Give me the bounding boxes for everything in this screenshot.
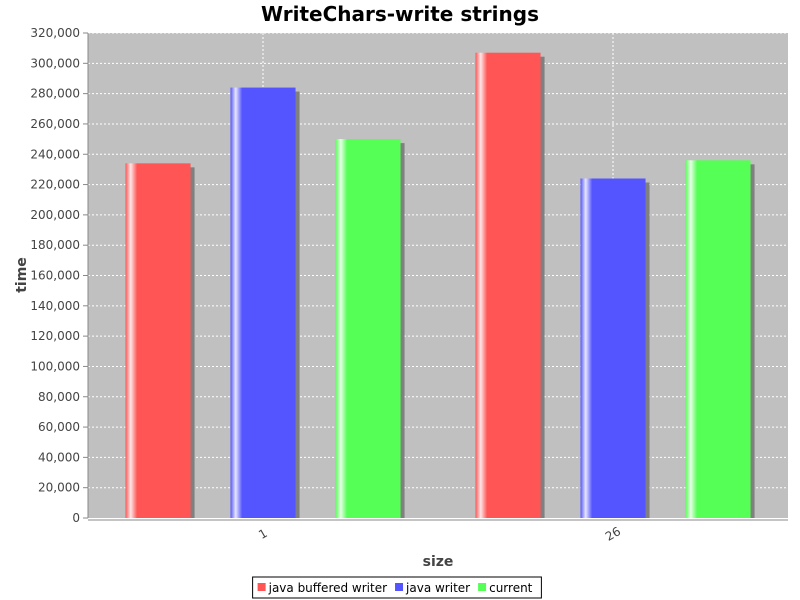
legend-swatch — [257, 583, 266, 591]
y-tick-label: 80,000 — [38, 390, 80, 404]
y-tick-label: 20,000 — [38, 481, 80, 495]
legend-swatch — [478, 583, 487, 591]
y-tick-label: 140,000 — [30, 299, 80, 313]
bar-java-buffered-writer-1 — [125, 163, 191, 518]
y-tick-label: 200,000 — [30, 208, 80, 222]
y-axis-label: time — [14, 257, 30, 293]
bars — [125, 52, 751, 518]
y-tick-label: 60,000 — [38, 420, 80, 434]
y-tick-label: 0 — [72, 511, 80, 525]
x-tick-label: 26 — [603, 524, 623, 544]
x-axis: 1 26 — [88, 519, 788, 544]
legend-label: java writer — [405, 581, 470, 595]
y-tick-label: 260,000 — [30, 117, 80, 131]
y-tick-label: 240,000 — [30, 147, 80, 161]
y-tick-label: 120,000 — [30, 329, 80, 343]
legend-label: java buffered writer — [268, 581, 387, 595]
y-tick-label: 220,000 — [30, 178, 80, 192]
bar-current-1 — [335, 139, 401, 518]
legend: java buffered writer java writer current — [252, 576, 542, 599]
y-tick-label: 100,000 — [30, 359, 80, 373]
y-axis: 0 20,000 40,000 60,000 80,000 100,000 120,000 1… — [30, 26, 89, 525]
bar-java-writer-26 — [580, 178, 646, 518]
legend-swatch — [395, 583, 404, 591]
y-tick-label: 40,000 — [38, 450, 80, 464]
chart-title: WriteChars-write strings — [261, 2, 539, 26]
y-tick-label: 180,000 — [30, 238, 80, 252]
y-tick-label: 160,000 — [30, 269, 80, 283]
bar-current-26 — [685, 160, 751, 518]
x-axis-label: size — [423, 554, 454, 570]
y-tick-label: 320,000 — [30, 26, 80, 40]
x-tick-label: 1 — [256, 526, 270, 542]
y-tick-label: 300,000 — [30, 56, 80, 70]
y-tick-label: 280,000 — [30, 87, 80, 101]
bar-java-buffered-writer-26 — [475, 52, 541, 518]
bar-java-writer-1 — [230, 87, 296, 518]
legend-label: current — [489, 581, 533, 595]
